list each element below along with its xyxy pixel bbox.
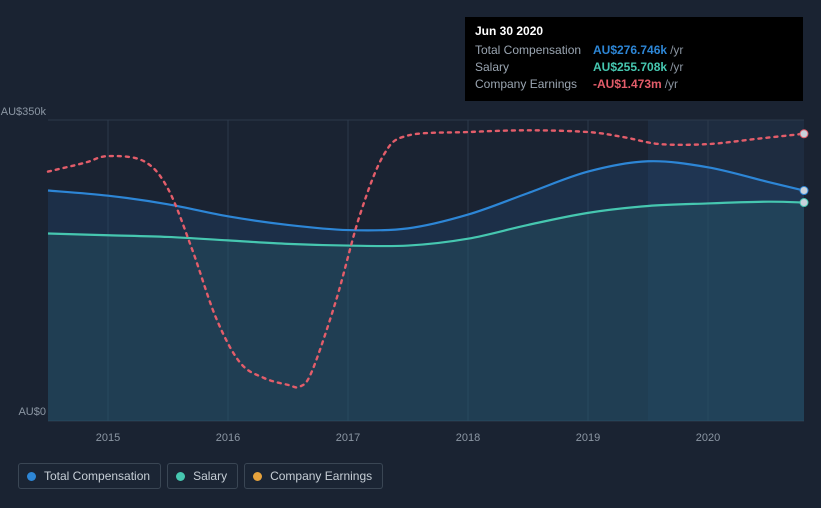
y-tick-min: AU$0	[0, 406, 46, 418]
tooltip-value: -AU$1.473m	[593, 76, 662, 93]
tooltip-label: Total Compensation	[475, 42, 593, 59]
legend-label: Company Earnings	[270, 469, 372, 483]
legend-item-salary[interactable]: Salary	[167, 463, 238, 489]
x-tick-2017: 2017	[328, 432, 368, 444]
tooltip-date: Jun 30 2020	[475, 23, 793, 40]
chart-legend: Total Compensation Salary Company Earnin…	[18, 463, 383, 489]
tooltip-value: AU$255.708k	[593, 59, 667, 76]
x-tick-2018: 2018	[448, 432, 488, 444]
tooltip-row-total-comp: Total Compensation AU$276.746k /yr	[475, 42, 793, 59]
chart-tooltip: Jun 30 2020 Total Compensation AU$276.74…	[465, 17, 803, 101]
legend-dot	[176, 472, 185, 481]
tooltip-row-salary: Salary AU$255.708k /yr	[475, 59, 793, 76]
legend-dot	[253, 472, 262, 481]
tooltip-unit: /yr	[670, 42, 683, 59]
tooltip-value: AU$276.746k	[593, 42, 667, 59]
x-tick-2020: 2020	[688, 432, 728, 444]
x-tick-2015: 2015	[88, 432, 128, 444]
tooltip-row-earnings: Company Earnings -AU$1.473m /yr	[475, 76, 793, 93]
tooltip-unit: /yr	[665, 76, 678, 93]
legend-item-company-earnings[interactable]: Company Earnings	[244, 463, 383, 489]
x-tick-2019: 2019	[568, 432, 608, 444]
tooltip-label: Salary	[475, 59, 593, 76]
tooltip-unit: /yr	[670, 59, 683, 76]
legend-label: Total Compensation	[44, 469, 150, 483]
legend-item-total-compensation[interactable]: Total Compensation	[18, 463, 161, 489]
legend-dot	[27, 472, 36, 481]
x-tick-2016: 2016	[208, 432, 248, 444]
legend-label: Salary	[193, 469, 227, 483]
y-tick-max: AU$350k	[0, 106, 46, 118]
compensation-chart: AU$350k AU$0 2015 2016 2017 2018 2019 20…	[0, 0, 821, 508]
tooltip-label: Company Earnings	[475, 76, 593, 93]
